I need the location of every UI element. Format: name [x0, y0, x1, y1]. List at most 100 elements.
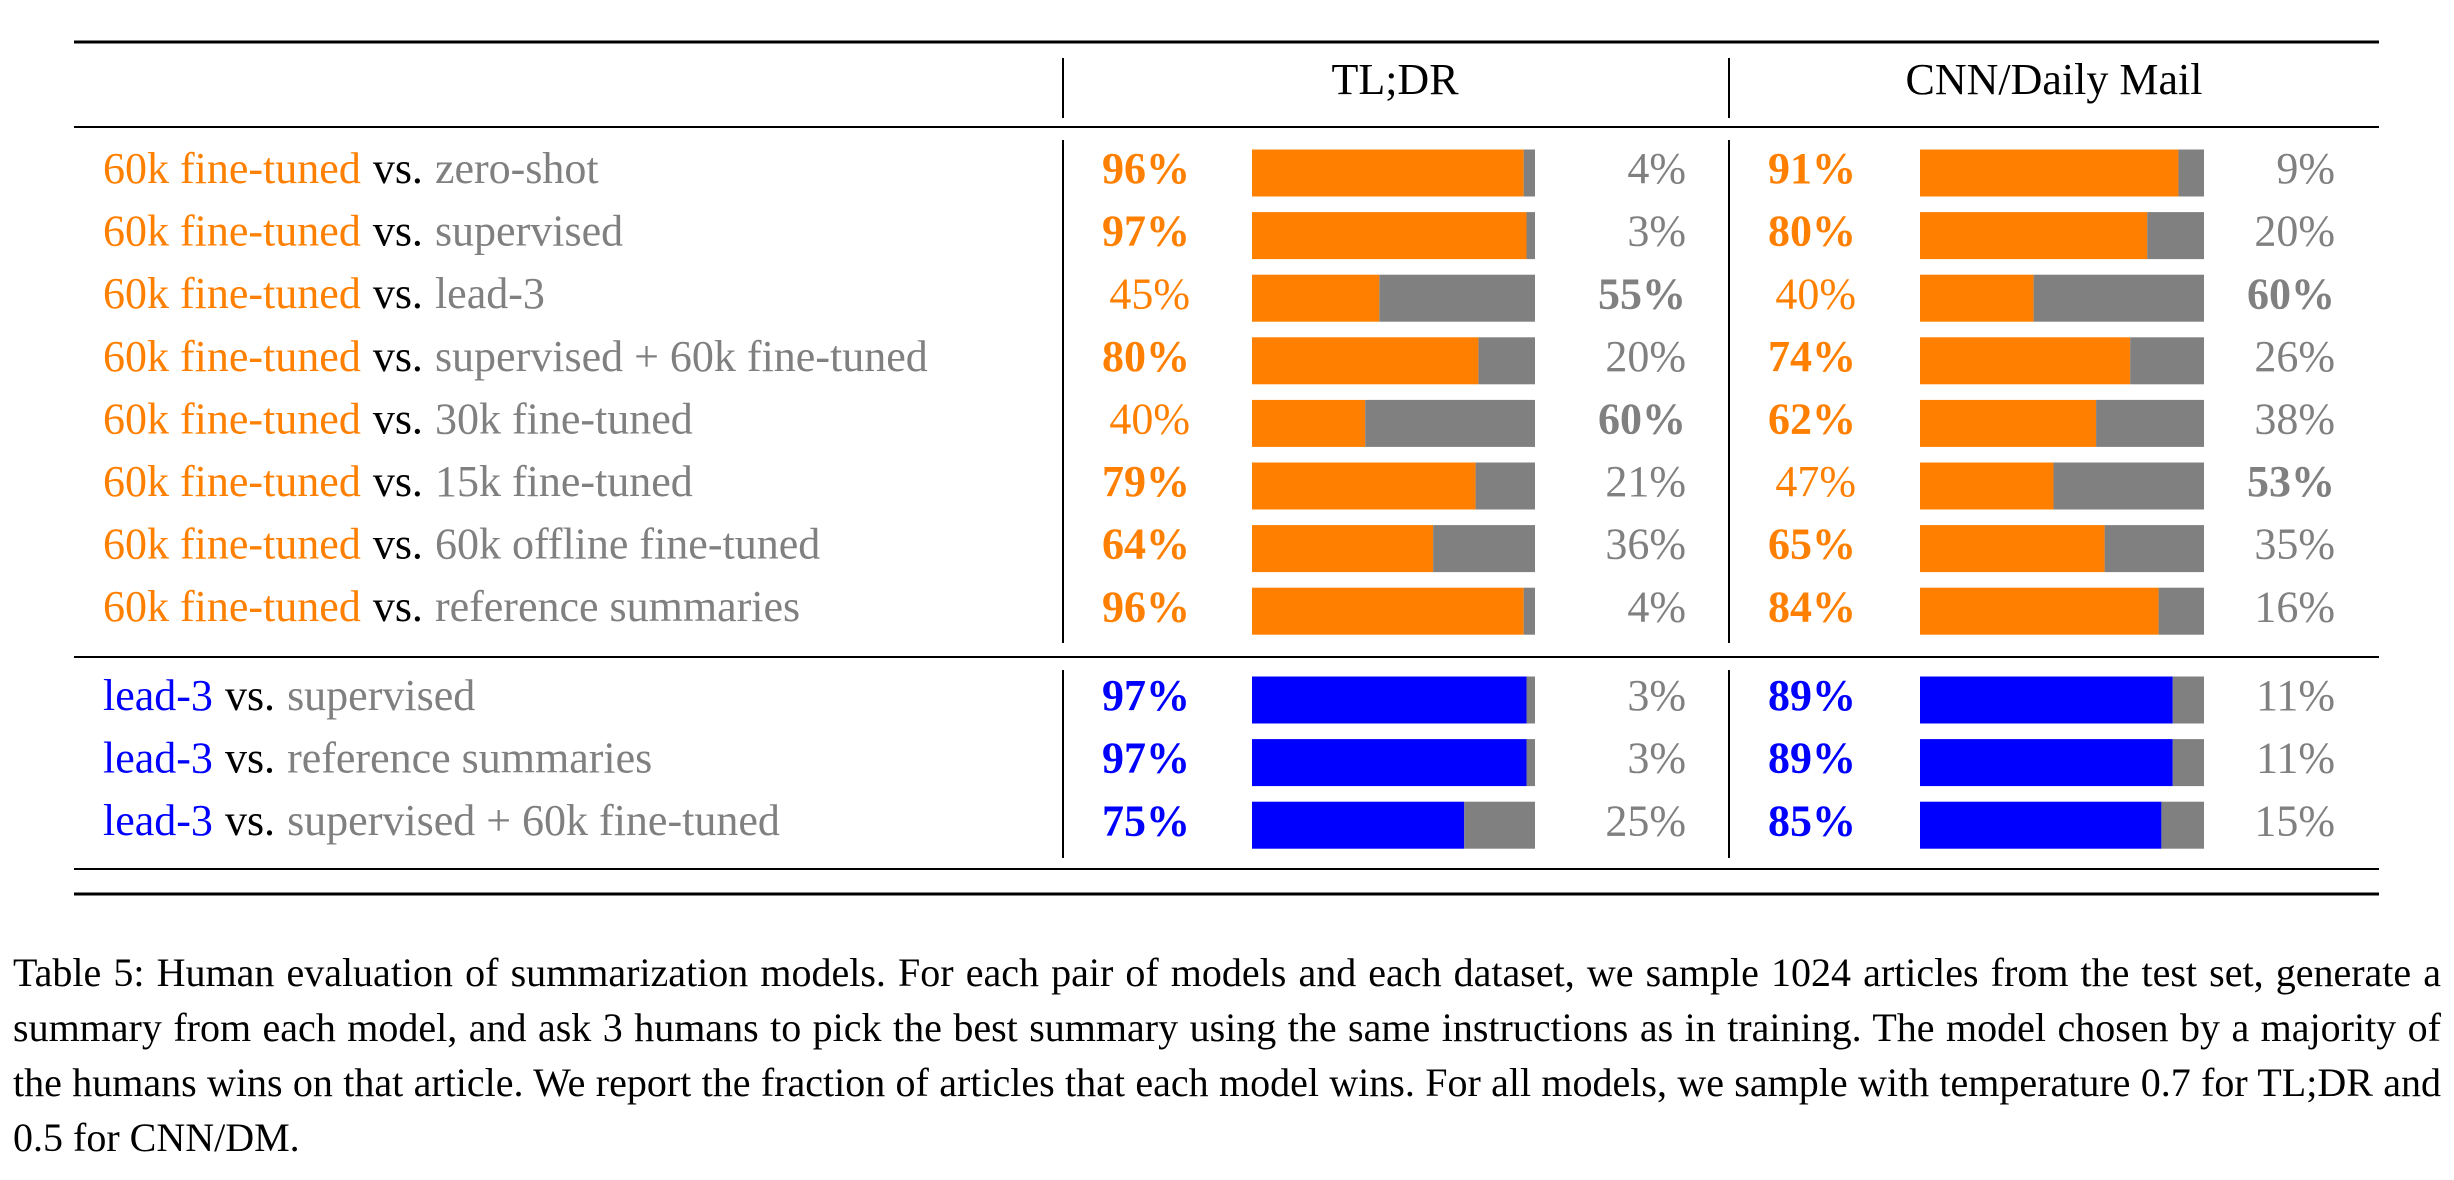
row-label: lead-3 vs. supervised — [103, 671, 475, 720]
win-bar — [1252, 801, 1465, 849]
model-name: 60k fine-tuned — [103, 207, 361, 256]
vs-label: vs. — [373, 269, 423, 318]
loss-percent: 9% — [2276, 144, 2335, 193]
model-name: 60k fine-tuned — [103, 457, 361, 506]
opponent-name: 30k fine-tuned — [435, 394, 693, 443]
loss-percent: 26% — [2254, 332, 2335, 381]
win-bar — [1920, 337, 2131, 385]
win-percent: 40% — [1775, 269, 1856, 318]
win-percent: 89% — [1768, 734, 1856, 783]
vs-label: vs. — [225, 796, 275, 845]
loss-bar — [2158, 587, 2204, 635]
vs-label: vs. — [373, 582, 423, 631]
vs-label: vs. — [373, 457, 423, 506]
loss-bar — [1478, 337, 1535, 385]
loss-bar — [2178, 149, 2204, 197]
loss-bar — [2161, 801, 2204, 849]
model-name: 60k fine-tuned — [103, 582, 361, 631]
win-bar — [1920, 462, 2054, 510]
win-percent: 96% — [1102, 144, 1190, 193]
model-name: 60k fine-tuned — [103, 394, 361, 443]
loss-percent: 20% — [2254, 207, 2335, 256]
win-percent: 79% — [1102, 457, 1190, 506]
opponent-name: supervised + 60k fine-tuned — [435, 332, 928, 381]
model-name: 60k fine-tuned — [103, 332, 361, 381]
win-bar — [1920, 149, 2179, 197]
row-label: 60k fine-tuned vs. supervised + 60k fine-t… — [103, 332, 928, 381]
loss-bar — [2172, 739, 2204, 787]
win-percent: 64% — [1102, 520, 1190, 569]
loss-bar — [1523, 587, 1535, 635]
caption: Table 5: Human evaluation of summarizati… — [13, 950, 2441, 1160]
win-percent: 96% — [1102, 582, 1190, 631]
win-bar — [1252, 212, 1527, 260]
loss-percent: 20% — [1605, 332, 1686, 381]
loss-percent: 4% — [1627, 144, 1686, 193]
loss-bar — [1523, 149, 1535, 197]
win-bar — [1920, 801, 2162, 849]
opponent-name: supervised — [287, 671, 475, 720]
loss-percent: 55% — [1598, 269, 1686, 318]
model-name: 60k fine-tuned — [103, 520, 361, 569]
row-label: 60k fine-tuned vs. zero-shot — [103, 144, 599, 193]
win-bar — [1252, 739, 1527, 787]
opponent-name: zero-shot — [435, 144, 599, 193]
model-name: 60k fine-tuned — [103, 269, 361, 318]
loss-percent: 36% — [1605, 520, 1686, 569]
win-percent: 75% — [1102, 796, 1190, 845]
win-percent: 85% — [1768, 796, 1856, 845]
win-percent: 40% — [1109, 394, 1190, 443]
loss-bar — [1433, 525, 1535, 573]
loss-percent: 60% — [1598, 394, 1686, 443]
vs-label: vs. — [373, 207, 423, 256]
win-bar — [1920, 587, 2159, 635]
loss-bar — [1475, 462, 1535, 510]
win-percent: 97% — [1102, 207, 1190, 256]
win-bar — [1920, 274, 2034, 322]
opponent-name: supervised — [435, 207, 623, 256]
loss-percent: 4% — [1627, 582, 1686, 631]
win-percent: 91% — [1768, 144, 1856, 193]
win-bar — [1920, 525, 2105, 573]
loss-bar — [2096, 399, 2204, 447]
win-percent: 97% — [1102, 734, 1190, 783]
opponent-name: reference summaries — [435, 582, 800, 631]
loss-percent: 38% — [2254, 394, 2335, 443]
win-bar — [1920, 399, 2097, 447]
win-percent: 62% — [1768, 394, 1856, 443]
loss-bar — [2172, 676, 2204, 724]
win-bar — [1252, 462, 1476, 510]
row-label: 60k fine-tuned vs. 30k fine-tuned — [103, 394, 693, 443]
opponent-name: lead-3 — [435, 269, 545, 318]
loss-percent: 16% — [2254, 582, 2335, 631]
win-bar — [1252, 676, 1527, 724]
win-percent: 65% — [1768, 520, 1856, 569]
loss-bar — [1379, 274, 1535, 322]
win-bar — [1252, 274, 1380, 322]
win-bar — [1920, 676, 2173, 724]
win-percent: 80% — [1768, 207, 1856, 256]
loss-bar — [2104, 525, 2204, 573]
win-bar — [1920, 212, 2148, 260]
win-bar — [1252, 149, 1524, 197]
loss-percent: 25% — [1605, 796, 1686, 845]
row-label: 60k fine-tuned vs. supervised — [103, 207, 623, 256]
win-percent: 97% — [1102, 671, 1190, 720]
loss-percent: 11% — [2256, 734, 2335, 783]
opponent-name: 15k fine-tuned — [435, 457, 693, 506]
loss-percent: 21% — [1605, 457, 1686, 506]
loss-percent: 3% — [1627, 734, 1686, 783]
loss-bar — [2033, 274, 2204, 322]
win-percent: 80% — [1102, 332, 1190, 381]
loss-bar — [1365, 399, 1535, 447]
win-bar — [1252, 525, 1434, 573]
vs-label: vs. — [373, 394, 423, 443]
loss-bar — [2130, 337, 2204, 385]
loss-percent: 35% — [2254, 520, 2335, 569]
model-name: lead-3 — [103, 734, 213, 783]
win-percent: 45% — [1109, 269, 1190, 318]
model-name: 60k fine-tuned — [103, 144, 361, 193]
loss-percent: 11% — [2256, 671, 2335, 720]
vs-label: vs. — [225, 671, 275, 720]
